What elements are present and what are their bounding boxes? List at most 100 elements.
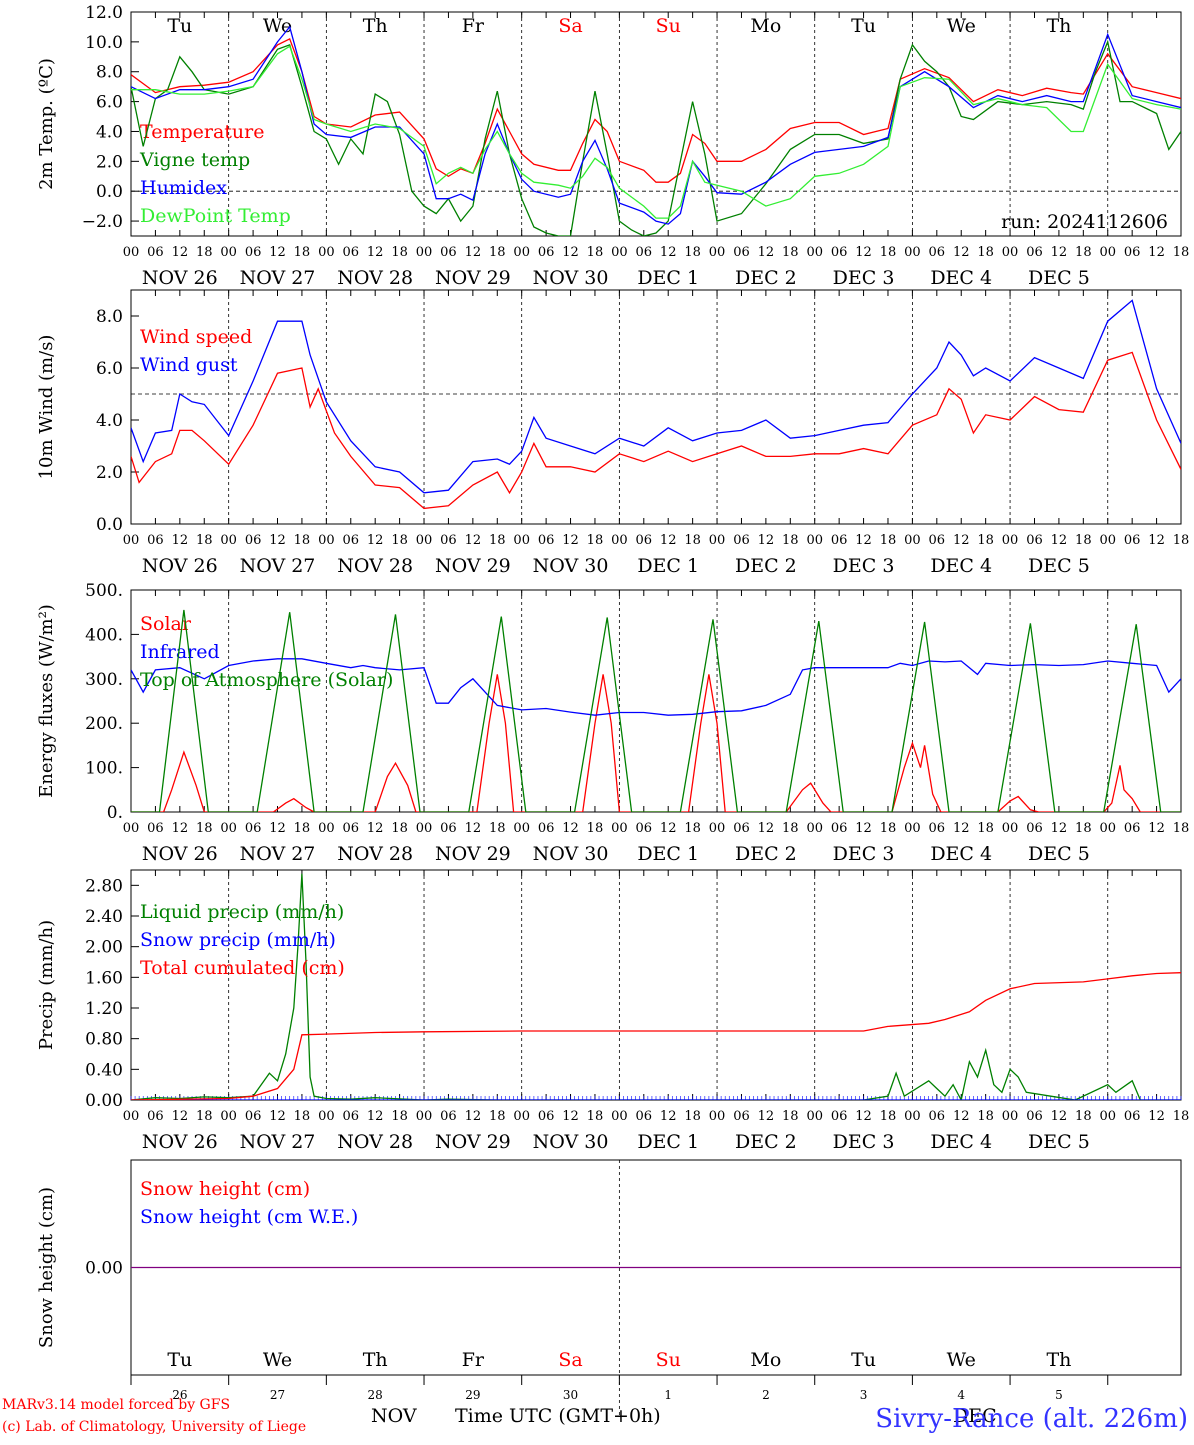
hour-tick-label: 18 [684, 1109, 701, 1124]
hour-tick-label: 12 [1148, 1109, 1165, 1124]
hour-tick-label: 12 [367, 533, 384, 548]
weekday-label: Mo [750, 15, 781, 37]
weekday-label: Sa [558, 15, 582, 37]
day-number-label: 1 [664, 1388, 672, 1402]
hour-tick-label: 06 [440, 1109, 457, 1124]
hour-tick-label: 18 [1173, 1109, 1190, 1124]
series-line-infrared [131, 658, 1181, 716]
y-tick-label: 0.40 [85, 1060, 123, 1080]
hour-tick-label: 12 [1148, 533, 1165, 548]
weekday-label: Mo [750, 1349, 781, 1371]
date-label: DEC 4 [930, 555, 992, 577]
legend-entry: Liquid precip (mm/h) [140, 901, 344, 923]
hour-tick-label: 18 [196, 1109, 213, 1124]
date-label: DEC 1 [637, 1131, 699, 1153]
hour-tick-label: 18 [880, 821, 897, 836]
series-line-humidex [131, 25, 1181, 225]
hour-tick-label: 18 [782, 533, 799, 548]
hour-tick-label: 12 [465, 533, 482, 548]
hour-tick-label: 12 [953, 1109, 970, 1124]
hour-tick-label: 00 [611, 245, 628, 260]
hour-tick-label: 00 [318, 1109, 335, 1124]
hour-tick-label: 18 [880, 533, 897, 548]
series-line-solar [131, 674, 1181, 812]
hour-tick-label: 06 [538, 821, 555, 836]
hour-tick-label: 06 [1124, 245, 1141, 260]
hour-tick-label: 00 [806, 1109, 823, 1124]
legend-entry: Snow precip (mm/h) [140, 929, 336, 951]
weekday-label: Su [656, 1349, 681, 1371]
hour-tick-label: 18 [294, 821, 311, 836]
hour-tick-label: 18 [196, 821, 213, 836]
y-tick-label: 4.0 [96, 122, 123, 142]
date-label: NOV 29 [435, 1131, 511, 1153]
y-tick-label: 0.0 [96, 515, 123, 535]
hour-tick-label: 12 [1051, 245, 1068, 260]
date-label: DEC 3 [833, 1131, 895, 1153]
date-label: DEC 1 [637, 555, 699, 577]
hour-tick-label: 12 [758, 245, 775, 260]
date-label: DEC 4 [930, 1131, 992, 1153]
hour-tick-label: 06 [733, 1109, 750, 1124]
date-label: NOV 30 [533, 267, 609, 289]
hour-tick-label: 18 [782, 1109, 799, 1124]
y-tick-label: 1.60 [85, 968, 123, 988]
footer-axis-label: Time UTC (GMT+0h) [455, 1405, 661, 1427]
hour-tick-label: 12 [269, 821, 286, 836]
day-number-label: 28 [368, 1388, 383, 1402]
hour-tick-label: 18 [977, 533, 994, 548]
panel-frame [130, 289, 1182, 525]
hour-tick-label: 00 [513, 821, 530, 836]
hour-tick-label: 18 [782, 245, 799, 260]
hour-tick-label: 12 [562, 1109, 579, 1124]
hour-tick-label: 12 [1148, 821, 1165, 836]
y-axis-label: 10m Wind (m/s) [36, 335, 57, 480]
credit-line-2: (c) Lab. of Climatology, University of L… [2, 1419, 307, 1435]
hour-tick-label: 18 [587, 533, 604, 548]
hour-tick-label: 18 [977, 1109, 994, 1124]
day-number-label: 29 [465, 1388, 480, 1402]
date-label: DEC 3 [833, 555, 895, 577]
hour-tick-label: 00 [123, 1109, 140, 1124]
hour-tick-label: 00 [709, 245, 726, 260]
hour-tick-label: 00 [220, 821, 237, 836]
hour-tick-label: 18 [294, 1109, 311, 1124]
y-axis-label: Precip (mm/h) [36, 920, 57, 1050]
date-label: NOV 27 [240, 555, 316, 577]
date-label: NOV 28 [337, 1131, 413, 1153]
date-label: NOV 27 [240, 267, 316, 289]
hour-tick-label: 06 [929, 1109, 946, 1124]
hour-tick-label: 18 [684, 245, 701, 260]
hour-tick-label: 12 [855, 533, 872, 548]
hour-tick-label: 00 [1099, 245, 1116, 260]
weekday-label: We [263, 15, 292, 37]
y-axis-label: Energy fluxes (W/m²) [36, 604, 57, 798]
hour-tick-label: 06 [636, 821, 653, 836]
hour-tick-label: 18 [489, 245, 506, 260]
weekday-label: Tu [851, 15, 876, 37]
y-tick-label: 2.0 [96, 463, 123, 483]
y-tick-label: 8.0 [96, 307, 123, 327]
hour-tick-label: 06 [929, 245, 946, 260]
hour-tick-label: 00 [123, 245, 140, 260]
hour-tick-label: 18 [489, 533, 506, 548]
hour-tick-label: 18 [587, 821, 604, 836]
y-tick-label: 2.40 [85, 907, 123, 927]
y-tick-label: −2.0 [82, 212, 123, 232]
hour-tick-label: 00 [904, 533, 921, 548]
hour-tick-label: 06 [440, 245, 457, 260]
hour-tick-label: 00 [611, 533, 628, 548]
hour-tick-label: 00 [416, 821, 433, 836]
y-tick-label: 12.0 [85, 3, 123, 23]
y-tick-label: 4.0 [96, 411, 123, 431]
series-line-liquid-precip-mm-h- [131, 873, 1181, 1100]
date-label: NOV 26 [142, 1131, 218, 1153]
day-number-label: 2 [762, 1388, 770, 1402]
y-tick-label: 2.80 [85, 876, 123, 896]
hour-tick-label: 00 [806, 533, 823, 548]
hour-tick-label: 18 [977, 821, 994, 836]
series-line-wind-gust [131, 299, 1181, 494]
date-label: NOV 28 [337, 555, 413, 577]
hour-tick-label: 06 [538, 1109, 555, 1124]
